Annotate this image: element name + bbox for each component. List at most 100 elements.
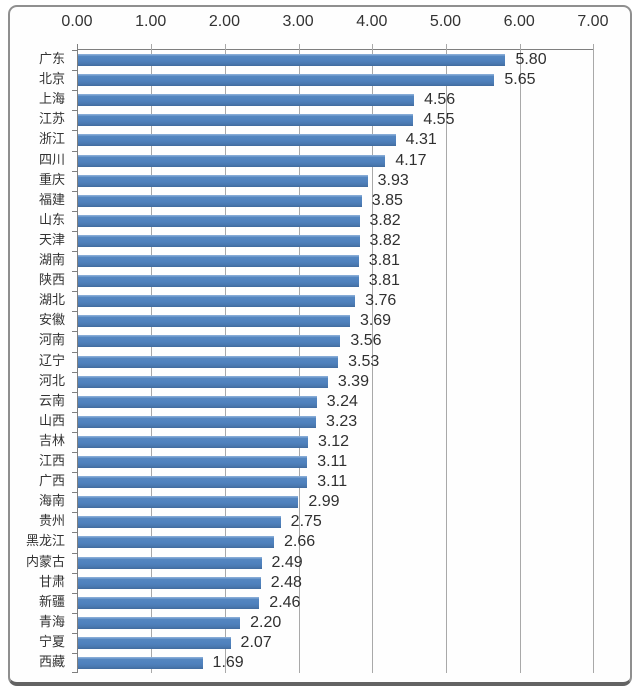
bar (78, 375, 328, 388)
category-label: 浙江 (38, 131, 65, 147)
bar-row: 3.81 (78, 251, 594, 271)
bar-value-label: 3.12 (317, 432, 350, 450)
bar-row: 3.11 (78, 452, 594, 472)
bar-row: 3.93 (78, 171, 594, 191)
bar-row: 2.99 (78, 492, 594, 512)
bar-row: 2.46 (78, 593, 594, 613)
bar (78, 536, 275, 549)
bar (78, 315, 350, 328)
bar-value-label: 3.81 (368, 272, 400, 290)
x-axis-tick-label: 0.00 (61, 13, 93, 30)
axis-tick (72, 130, 77, 132)
category-label: 山西 (38, 412, 65, 428)
bar (78, 74, 495, 87)
category-label: 四川 (38, 151, 65, 167)
category-label: 内蒙古 (25, 553, 65, 569)
category-label: 福建 (38, 191, 65, 207)
bar-value-label: 3.82 (369, 231, 401, 249)
bar-value-label: 5.80 (515, 51, 547, 68)
bar (78, 355, 339, 368)
gridline (372, 44, 374, 674)
axis-tick (72, 472, 77, 474)
bar (78, 476, 308, 489)
bar-value-label: 2.75 (290, 513, 322, 531)
bar (78, 435, 308, 448)
x-axis-tick-label: 1.00 (135, 13, 167, 30)
category-label: 河北 (38, 372, 65, 388)
axis-tick (72, 150, 77, 152)
bar (78, 174, 368, 187)
category-label: 上海 (38, 91, 65, 107)
bar-value-label: 4.31 (405, 131, 437, 149)
bar-value-label: 3.69 (359, 312, 392, 330)
bar (78, 576, 261, 589)
category-label: 江苏 (38, 111, 65, 127)
axis-tick (72, 251, 77, 252)
bar (78, 415, 317, 428)
x-axis: 0.00 1.00 2.00 3.00 4.00 5.00 6.00 7.00 (0, 0, 640, 40)
bar-row: 2.20 (78, 613, 594, 633)
bar-row: 5.65 (78, 70, 594, 90)
category-label: 安徽 (38, 312, 65, 328)
axis-tick (72, 70, 77, 72)
bar-row: 3.56 (78, 331, 594, 351)
axis-tick (72, 271, 77, 273)
axis-tick (72, 351, 77, 353)
bar (78, 214, 360, 227)
bar (78, 94, 415, 107)
bar-row: 4.17 (78, 151, 594, 171)
bar (78, 657, 203, 670)
bar-value-label: 2.20 (250, 613, 282, 631)
bar-value-label: 3.11 (317, 473, 348, 491)
bar (78, 616, 241, 629)
category-label: 新疆 (38, 593, 65, 609)
bar-row: 2.75 (78, 512, 594, 532)
bar (78, 134, 396, 147)
x-axis-tick-label: 2.00 (208, 13, 240, 30)
bar-value-label: 2.66 (284, 533, 316, 551)
bar-row: 3.11 (78, 472, 594, 492)
category-label: 青海 (38, 613, 65, 629)
axis-tick (72, 50, 77, 51)
axis-tick (72, 170, 77, 172)
bar (78, 516, 281, 529)
x-axis-tick-label: 6.00 (503, 13, 535, 30)
axis-tick (72, 653, 77, 654)
bar-value-label: 2.49 (271, 553, 303, 571)
bar-row: 3.23 (78, 412, 594, 432)
bar-value-label: 3.39 (337, 372, 369, 390)
axis-tick (72, 291, 77, 293)
category-label: 贵州 (38, 513, 65, 529)
bar-row: 3.81 (78, 271, 594, 291)
category-label: 黑龙江 (25, 533, 65, 549)
bar (78, 496, 299, 509)
category-label: 宁夏 (38, 633, 65, 649)
bar (78, 234, 360, 247)
bar (78, 295, 356, 308)
category-label: 广东 (38, 51, 65, 66)
x-axis-tick-label: 4.00 (356, 13, 388, 30)
x-axis-tick-label: 7.00 (577, 13, 609, 30)
axis-tick (72, 391, 77, 393)
category-label: 湖南 (38, 252, 65, 267)
bar-row: 2.07 (78, 633, 594, 653)
axis-tick (72, 612, 77, 614)
axis-tick (72, 572, 77, 574)
axis-tick (72, 331, 77, 333)
bar-value-label: 3.53 (348, 352, 380, 370)
bar-value-label: 3.23 (326, 412, 358, 430)
bar-row: 2.66 (78, 532, 594, 552)
bar-row: 2.48 (78, 573, 594, 593)
bar (78, 194, 362, 207)
bar-row: 5.80 (78, 50, 594, 70)
axis-tick (72, 210, 77, 212)
bar (78, 54, 506, 67)
bar (78, 114, 414, 127)
x-axis-tick-label: 5.00 (429, 13, 462, 30)
bar (78, 456, 308, 469)
bar (78, 596, 260, 609)
bar-row: 3.69 (78, 311, 594, 331)
axis-tick (72, 632, 77, 634)
category-label: 天津 (38, 231, 65, 247)
